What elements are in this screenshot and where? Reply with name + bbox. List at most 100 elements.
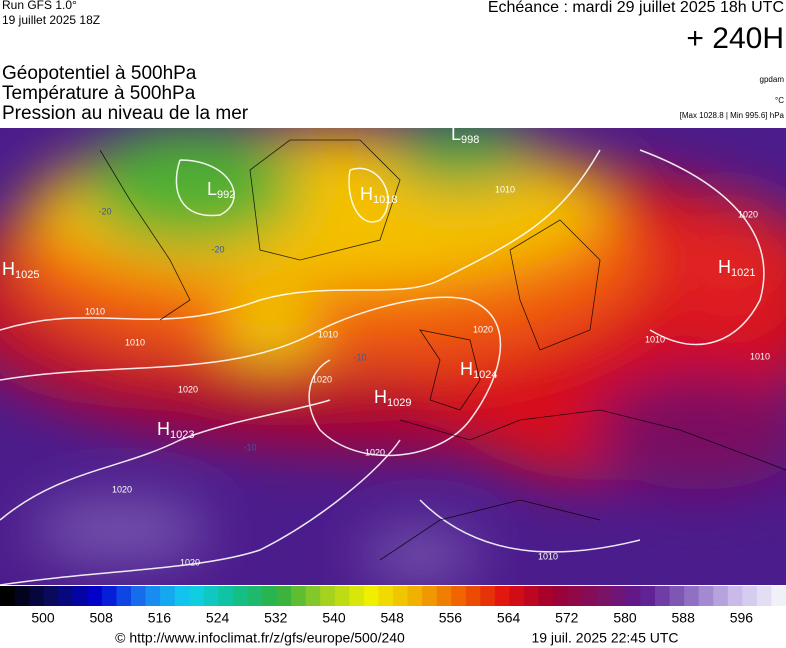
colorbar-swatch — [218, 586, 234, 606]
colorbar-swatch — [116, 586, 132, 606]
isobar-label: 1010 — [750, 351, 770, 361]
center-value: 1018 — [373, 194, 397, 206]
colorbar-swatch — [742, 586, 758, 606]
colorbar-tick-label: 548 — [381, 610, 405, 626]
colorbar-tick-label: 516 — [148, 610, 172, 626]
temperature-label: -10 — [353, 352, 366, 362]
isobar-label: 1020 — [365, 447, 385, 457]
isobar-label: 1020 — [473, 324, 493, 334]
colorbar-swatch — [14, 586, 30, 606]
colorbar-swatch — [334, 586, 350, 606]
temperature-label: -20 — [211, 244, 224, 254]
colorbar-swatch — [465, 586, 481, 606]
center-symbol: H — [360, 184, 373, 204]
isobar-label: 1010 — [495, 184, 515, 194]
colorbar-swatch — [596, 586, 612, 606]
colorbar-tick-label: 564 — [497, 610, 521, 626]
colorbar-swatch — [553, 586, 569, 606]
colorbar-swatch — [524, 586, 540, 606]
colorbar-swatch — [480, 586, 496, 606]
run-label: Run GFS 1.0° — [2, 0, 77, 12]
colorbar-swatch — [582, 586, 598, 606]
colorbar-swatch — [131, 586, 147, 606]
colorbar-swatch — [538, 586, 554, 606]
pressure-center: H1024 — [460, 359, 497, 381]
colorbar-swatch — [276, 586, 292, 606]
pressure-center: H1025 — [2, 259, 39, 281]
center-value: 1029 — [387, 397, 411, 409]
source: © http://www.infoclimat.fr/z/gfs/europe/… — [115, 630, 405, 646]
colorbar-tick-label: 500 — [31, 610, 55, 626]
colorbar-swatch — [713, 586, 729, 606]
colorbar-swatch — [640, 586, 656, 606]
colorbar-swatch — [189, 586, 205, 606]
pressure-center: H1023 — [157, 419, 194, 441]
colorbar-swatch — [436, 586, 452, 606]
colorbar-swatch — [0, 586, 16, 606]
colorbar-swatch — [349, 586, 365, 606]
center-symbol: L — [207, 179, 217, 199]
center-symbol: L — [451, 124, 461, 144]
field — [0, 128, 786, 585]
colorbar-swatch — [305, 586, 321, 606]
colorbar-tick-label: 596 — [730, 610, 754, 626]
run-date: 19 juillet 2025 18Z — [2, 13, 100, 27]
pressure-center: H1029 — [374, 387, 411, 409]
colorbar-swatch — [451, 586, 467, 606]
colorbar-swatch — [494, 586, 510, 606]
colorbar-swatch — [43, 586, 59, 606]
pressure-center: H1018 — [360, 184, 397, 206]
isobar-label: 1010 — [645, 334, 665, 344]
title: Pression au niveau de la mer — [2, 103, 249, 124]
colorbar-swatch — [698, 586, 714, 606]
unit: gpdam — [760, 75, 785, 84]
unit: °C — [775, 96, 784, 105]
center-symbol: H — [374, 387, 387, 407]
isobar-label: 1010 — [538, 551, 558, 561]
colorbar-swatch — [611, 586, 627, 606]
isobar-label: 1020 — [738, 209, 758, 219]
center-symbol: H — [460, 359, 473, 379]
colorbar-tick-label: 588 — [672, 610, 696, 626]
colorbar-swatch — [72, 586, 88, 606]
colorbar-tick-label: 580 — [613, 610, 637, 626]
colorbar-swatch — [291, 586, 307, 606]
colorbar-swatch — [29, 586, 45, 606]
center-value: 1025 — [15, 269, 39, 281]
colorbar-swatch — [160, 586, 176, 606]
colorbar-swatch — [145, 586, 161, 606]
colorbar-swatch — [101, 586, 117, 606]
lead-time: + 240H — [686, 22, 784, 55]
center-symbol: H — [2, 259, 15, 279]
title: Géopotentiel à 500hPa — [2, 63, 197, 84]
colorbar-swatch — [363, 586, 379, 606]
colorbar-swatch — [232, 586, 248, 606]
colorbar-swatch — [203, 586, 219, 606]
colorbar-swatch — [669, 586, 685, 606]
colorbar-swatch — [58, 586, 74, 606]
isobar-label: 1010 — [125, 337, 145, 347]
colorbar-tick-label: 572 — [555, 610, 579, 626]
colorbar-tick-label: 524 — [206, 610, 230, 626]
isobar-label: 1010 — [318, 329, 338, 339]
colorbar-swatch — [509, 586, 525, 606]
colorbar-swatch — [422, 586, 438, 606]
colorbar-swatch — [727, 586, 743, 606]
center-value: 1023 — [170, 429, 194, 441]
colorbar-swatch — [174, 586, 190, 606]
isobar-label: 1020 — [312, 374, 332, 384]
colorbar-swatch — [625, 586, 641, 606]
colorbar-tick-label: 540 — [322, 610, 346, 626]
temperature-label: -20 — [98, 206, 111, 216]
temperature-label: -10 — [243, 442, 256, 452]
colorbar-swatch — [247, 586, 263, 606]
isobar-label: 1010 — [85, 306, 105, 316]
center-value: 992 — [217, 189, 235, 201]
colorbar-swatch — [756, 586, 772, 606]
pressure-center: L998 — [451, 124, 479, 146]
colorbar-swatch — [407, 586, 423, 606]
colorbar-swatch — [262, 586, 278, 606]
pressure-center: H1021 — [718, 257, 755, 279]
center-value: 1021 — [731, 267, 755, 279]
colorbar-swatch — [684, 586, 700, 606]
